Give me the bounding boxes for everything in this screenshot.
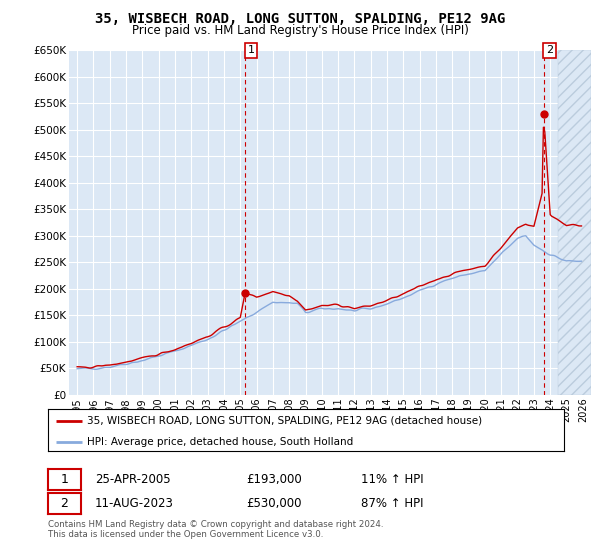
Text: HPI: Average price, detached house, South Holland: HPI: Average price, detached house, Sout…	[86, 437, 353, 446]
Text: £530,000: £530,000	[247, 497, 302, 510]
Text: 25-APR-2005: 25-APR-2005	[95, 473, 170, 486]
Text: £193,000: £193,000	[247, 473, 302, 486]
Text: Price paid vs. HM Land Registry's House Price Index (HPI): Price paid vs. HM Land Registry's House …	[131, 24, 469, 37]
Text: 1: 1	[248, 45, 254, 55]
Text: 1: 1	[61, 473, 68, 486]
Text: 87% ↑ HPI: 87% ↑ HPI	[361, 497, 424, 510]
Text: 2: 2	[61, 497, 68, 510]
Text: 2: 2	[546, 45, 553, 55]
Text: 11% ↑ HPI: 11% ↑ HPI	[361, 473, 424, 486]
Text: 35, WISBECH ROAD, LONG SUTTON, SPALDING, PE12 9AG: 35, WISBECH ROAD, LONG SUTTON, SPALDING,…	[95, 12, 505, 26]
Text: 35, WISBECH ROAD, LONG SUTTON, SPALDING, PE12 9AG (detached house): 35, WISBECH ROAD, LONG SUTTON, SPALDING,…	[86, 416, 482, 426]
Text: 11-AUG-2023: 11-AUG-2023	[95, 497, 174, 510]
Text: Contains HM Land Registry data © Crown copyright and database right 2024.
This d: Contains HM Land Registry data © Crown c…	[48, 520, 383, 539]
